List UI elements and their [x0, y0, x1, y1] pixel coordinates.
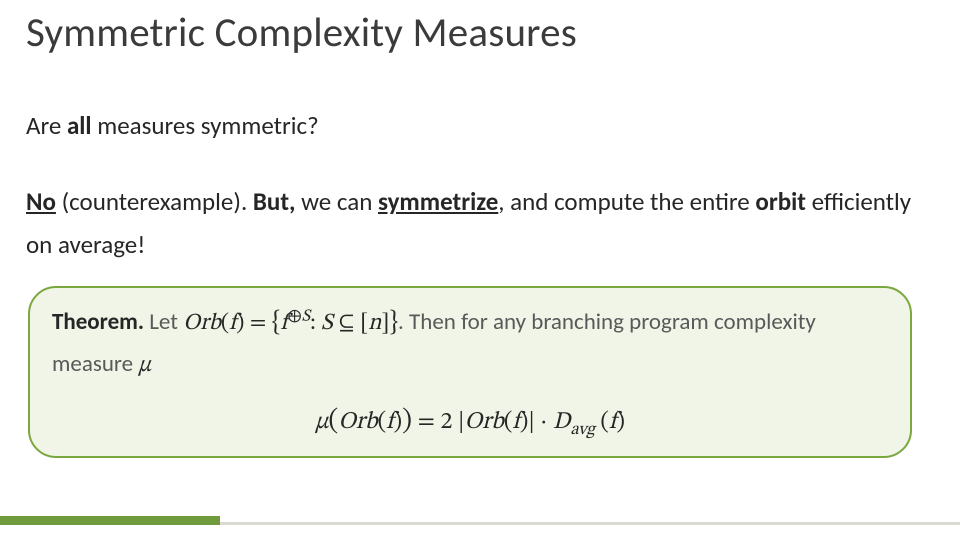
- answer-sym: symmetrize: [378, 186, 498, 217]
- theorem-formula: μ(Orb(f)) = 2 |Orb(f)| · Davg (f): [52, 404, 888, 439]
- answer-a: (counterexample).: [56, 186, 253, 217]
- answer-but: But,: [253, 186, 296, 217]
- theorem-t1: Let: [144, 308, 183, 336]
- theorem-box: Theorem. Let Orb(f) = {f⊕S: S ⊆ [n]}. Th…: [28, 286, 912, 458]
- q-pre: Are: [26, 110, 67, 141]
- math-orb-def: Orb(f) = {f⊕S: S ⊆ [n]}: [183, 312, 398, 335]
- footer-accent: [0, 516, 220, 525]
- q-bold-all: all: [67, 110, 92, 141]
- answer-orbit: orbit: [755, 186, 806, 217]
- theorem-statement: Theorem. Let Orb(f) = {f⊕S: S ⊆ [n]}. Th…: [52, 302, 888, 386]
- page-title: Symmetric Complexity Measures: [26, 8, 577, 58]
- slide: Symmetric Complexity Measures Are all me…: [0, 0, 960, 540]
- answer-c: , and compute the entire: [498, 186, 755, 217]
- q-post: measures symmetric?: [92, 110, 319, 141]
- math-mu: μ: [138, 354, 151, 377]
- theorem-label: Theorem.: [52, 308, 144, 336]
- answer-no: No: [26, 186, 56, 217]
- slide-footer: [0, 516, 960, 540]
- answer-b: we can: [295, 186, 378, 217]
- answer-line: No (counterexample). But, we can symmetr…: [26, 180, 934, 266]
- question-line: Are all measures symmetric?: [26, 110, 319, 141]
